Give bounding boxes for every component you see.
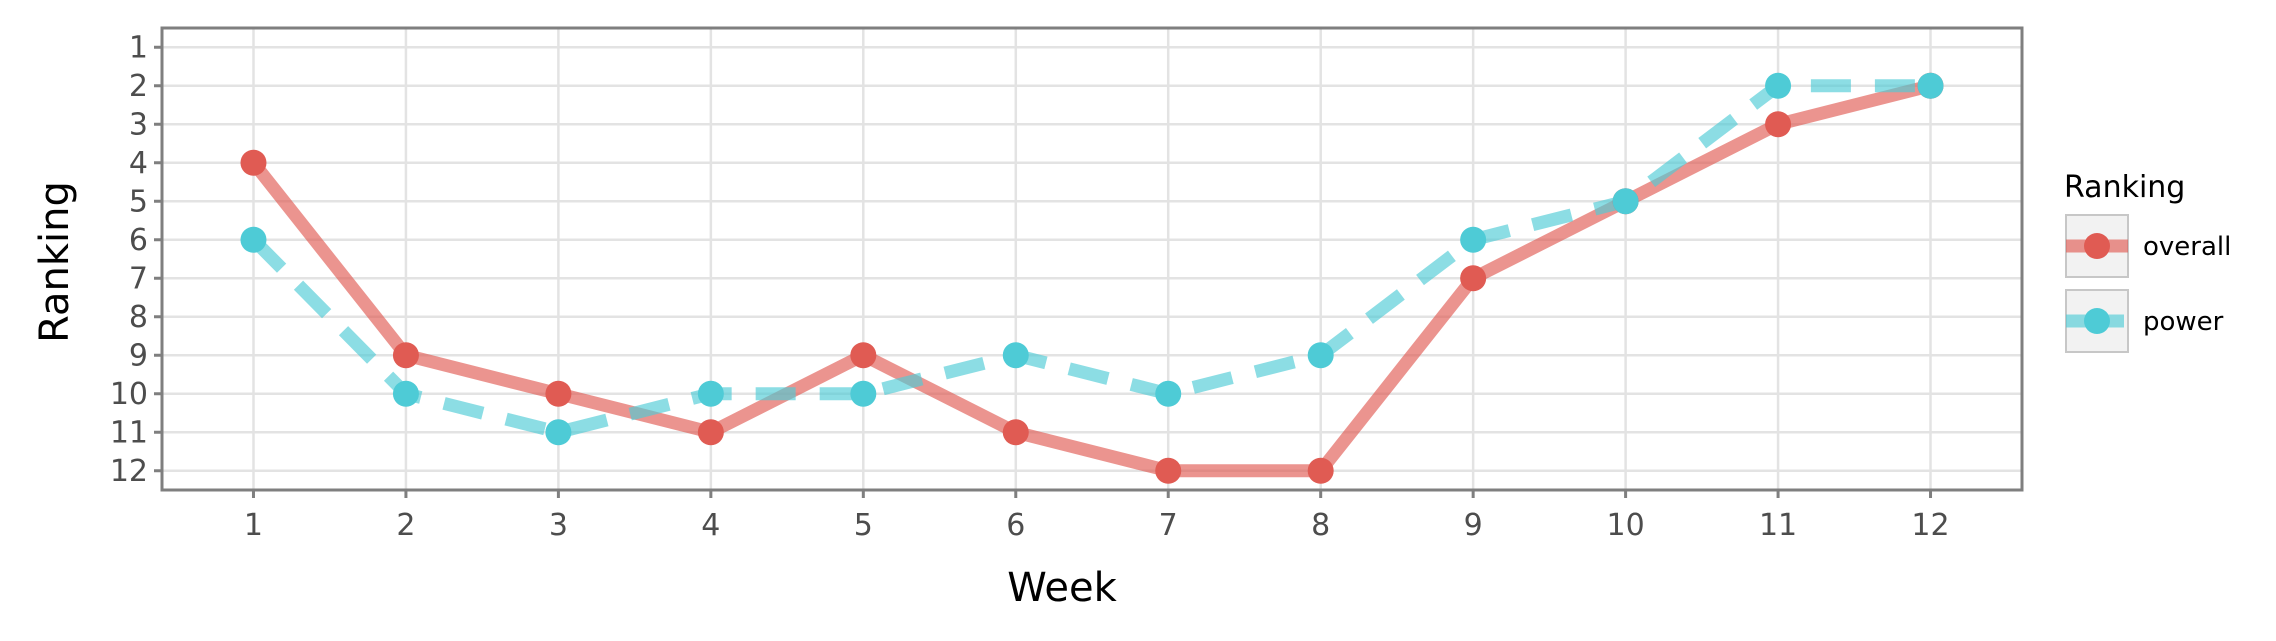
y-tick-label: 2 xyxy=(129,69,148,104)
data-point-power xyxy=(1460,226,1487,253)
x-tick-label: 7 xyxy=(1159,508,1178,543)
data-point-power xyxy=(1307,342,1334,369)
data-point-overall xyxy=(545,380,572,407)
data-point-overall xyxy=(240,149,267,176)
data-point-overall xyxy=(697,419,724,446)
data-point-power xyxy=(1155,380,1182,407)
legend-item-power: power xyxy=(2065,289,2224,353)
data-point-power xyxy=(850,380,877,407)
y-tick-label: 9 xyxy=(129,338,148,373)
plot-border xyxy=(160,26,2024,492)
data-point-overall xyxy=(1765,111,1792,138)
y-tick-label: 11 xyxy=(110,415,148,450)
data-point-power xyxy=(1917,72,1944,99)
x-tick-label: 11 xyxy=(1759,508,1797,543)
x-tick-label: 1 xyxy=(244,508,263,543)
x-tick-label: 8 xyxy=(1311,508,1330,543)
series-line-power xyxy=(248,79,1931,439)
y-axis-title: Ranking xyxy=(32,181,78,343)
data-point-power xyxy=(1002,342,1029,369)
y-tick-label: 1 xyxy=(129,30,148,65)
y-tick-label: 7 xyxy=(129,261,148,296)
x-tick-label: 10 xyxy=(1607,508,1645,543)
plot-panel xyxy=(162,28,2022,490)
y-tick-label: 10 xyxy=(110,377,148,412)
data-point-overall xyxy=(1155,457,1182,484)
x-tick-label: 9 xyxy=(1464,508,1483,543)
x-tick-label: 4 xyxy=(701,508,720,543)
y-tick-label: 5 xyxy=(129,184,148,219)
data-point-overall xyxy=(1460,265,1487,292)
x-tick-label: 12 xyxy=(1911,508,1949,543)
x-tick-label: 2 xyxy=(396,508,415,543)
x-axis-title: Week xyxy=(1007,565,1117,611)
legend-item-overall: overall xyxy=(2065,214,2231,278)
y-tick-label: 12 xyxy=(110,454,148,489)
legend-key-point xyxy=(2084,308,2110,334)
x-tick-label: 5 xyxy=(854,508,873,543)
data-point-power xyxy=(1765,72,1792,99)
legend-label: overall xyxy=(2143,232,2231,262)
axis-ticks xyxy=(154,45,1933,498)
x-tick-label: 6 xyxy=(1006,508,1025,543)
legend-label: power xyxy=(2143,307,2224,337)
series-layer xyxy=(240,72,1944,484)
data-point-power xyxy=(697,380,724,407)
data-point-overall xyxy=(392,342,419,369)
data-point-power xyxy=(392,380,419,407)
legend-title: Ranking xyxy=(2064,170,2185,205)
series-line-overall xyxy=(248,79,1933,478)
y-tick-label: 3 xyxy=(129,107,148,142)
legend-key-point xyxy=(2084,233,2110,259)
legend: Ranking overall power xyxy=(2064,170,2231,353)
data-point-power xyxy=(240,226,267,253)
grid-lines xyxy=(162,28,2022,490)
data-point-overall xyxy=(1002,419,1029,446)
y-tick-label: 6 xyxy=(129,223,148,258)
data-point-overall xyxy=(850,342,877,369)
data-point-overall xyxy=(1307,457,1334,484)
data-point-power xyxy=(1612,188,1639,215)
y-tick-label: 4 xyxy=(129,146,148,181)
x-tick-label: 3 xyxy=(549,508,568,543)
y-tick-label: 8 xyxy=(129,300,148,335)
data-point-power xyxy=(545,419,572,446)
